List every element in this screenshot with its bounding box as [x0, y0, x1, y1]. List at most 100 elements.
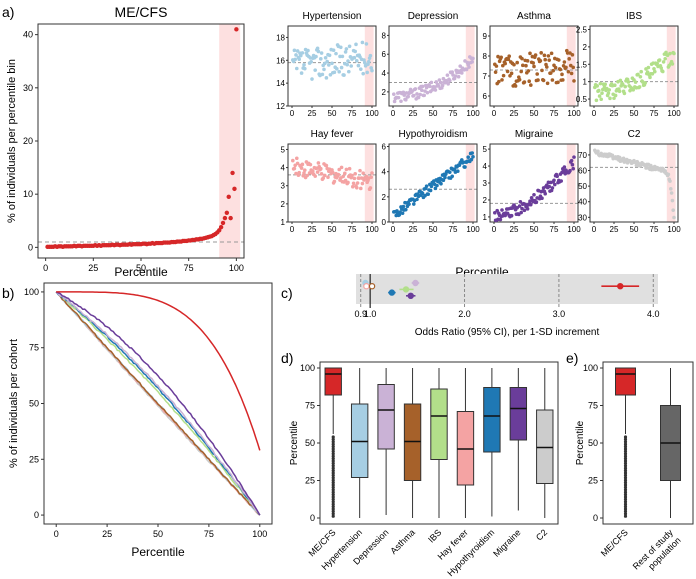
data-point [327, 63, 331, 67]
x-tick-label: 100 [466, 109, 480, 118]
data-point [552, 178, 556, 183]
data-point [428, 84, 432, 89]
y-tick-label: 4 [382, 69, 387, 78]
curve-depression [55, 291, 261, 516]
data-point [569, 158, 574, 163]
outlier-point [623, 447, 628, 451]
data-point [230, 170, 235, 176]
data-point [370, 68, 374, 73]
data-point [429, 184, 434, 189]
y-tick-label: 2.5 [576, 25, 588, 34]
y-tick-label: 0 [382, 218, 387, 227]
data-point [336, 172, 341, 177]
x-tick-label: 50 [429, 225, 438, 234]
data-point [506, 57, 511, 62]
data-point [339, 165, 344, 170]
data-point [309, 60, 314, 64]
plot-frame [37, 23, 245, 259]
data-point [347, 44, 352, 49]
data-point [572, 79, 576, 83]
data-point [300, 51, 305, 55]
outlier-point [623, 459, 628, 463]
x-tick-label: 25 [409, 225, 418, 234]
category-label: IBS [426, 527, 443, 544]
chart-title: ME/CFS [115, 4, 168, 20]
data-point [493, 70, 498, 74]
y-tick-label: 4 [382, 168, 387, 177]
outlier-point [331, 452, 335, 456]
data-point [343, 178, 348, 183]
x-tick-label: 50 [530, 225, 539, 234]
data-point [445, 73, 450, 77]
data-point [595, 84, 599, 88]
data-point [315, 46, 320, 51]
x-tick-label: 25 [510, 225, 519, 234]
outlier-point [331, 507, 335, 511]
data-point [522, 80, 527, 84]
data-point [222, 215, 228, 221]
data-point [549, 71, 553, 75]
y-tick-label: 50 [29, 399, 39, 409]
data-point [638, 74, 643, 79]
y-tick-label: 2 [382, 88, 387, 97]
y-tick-label: 70 [578, 151, 587, 160]
panel-a-migraine: 0 25 50 75 100 1 2 3 4 5 Migraine [483, 129, 582, 234]
data-point [652, 66, 656, 71]
outlier-point [331, 464, 335, 468]
data-point [670, 62, 675, 66]
x-tick-label: 75 [204, 529, 214, 539]
x-tick-label: 25 [308, 225, 317, 234]
y-tick-label: 50 [588, 438, 598, 448]
y-tick-label: 0 [34, 510, 39, 520]
data-point [226, 194, 231, 200]
data-point [368, 186, 373, 190]
data-point [657, 58, 662, 62]
outlier-point [623, 478, 628, 482]
outlier-point [623, 514, 628, 518]
data-point [396, 95, 401, 100]
y-tick-label: 3 [483, 179, 488, 188]
data-point [220, 220, 226, 226]
data-point [623, 84, 627, 89]
data-point [353, 171, 358, 176]
outlier-point [331, 454, 335, 458]
outlier-point [623, 454, 628, 458]
panel-e: 0 25 50 75 100 Percentile ME/CFS Rest of studyp… [575, 361, 694, 572]
box-body [430, 388, 448, 460]
data-point [597, 88, 601, 93]
data-point [521, 63, 525, 68]
data-point [359, 186, 363, 191]
data-point [228, 215, 233, 221]
outlier-point [331, 445, 335, 449]
data-point [316, 161, 321, 165]
data-point [498, 217, 503, 222]
outlier-point [623, 466, 628, 470]
data-point [541, 78, 546, 83]
y-tick-label: 4 [281, 164, 286, 173]
data-point [299, 166, 304, 170]
data-point [556, 80, 560, 85]
outlier-point [623, 481, 628, 485]
outlier-point [331, 478, 335, 482]
data-point [297, 170, 302, 175]
outlier-point [623, 483, 628, 487]
data-point [347, 69, 351, 74]
y-axis-label: % of individuals per cohort [8, 339, 20, 468]
outlier-point [623, 435, 628, 439]
data-point [648, 75, 652, 80]
data-point [512, 62, 516, 67]
data-point [370, 171, 374, 175]
data-point [295, 156, 299, 161]
data-point [645, 70, 650, 74]
data-point [603, 82, 607, 87]
data-point [546, 54, 551, 58]
outlier-point [623, 469, 628, 473]
data-point [613, 83, 617, 88]
data-point [500, 78, 504, 82]
data-point [621, 156, 626, 161]
y-tick-label: 8 [382, 31, 387, 40]
data-point [669, 187, 673, 191]
data-point [471, 154, 475, 159]
data-point [439, 80, 443, 85]
data-point [360, 181, 365, 186]
